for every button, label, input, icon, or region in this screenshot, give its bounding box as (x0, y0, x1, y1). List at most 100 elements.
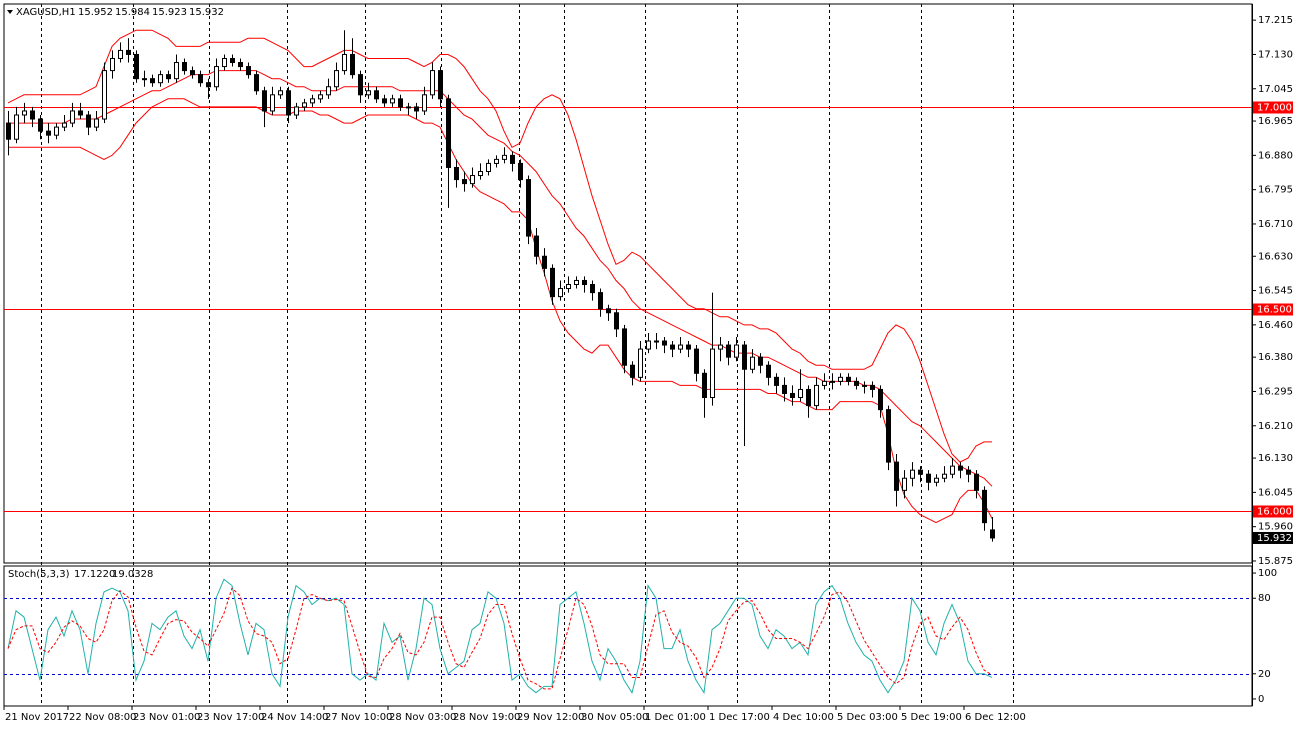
x-tick-label: 22 Nov 08:00 (69, 712, 136, 723)
candle-body (198, 74, 203, 84)
candle-body (238, 62, 243, 68)
candle-body (14, 114, 19, 140)
candle-body (414, 106, 419, 112)
candle-body (838, 376, 843, 382)
candle-body (534, 235, 539, 257)
candle-body (902, 477, 907, 491)
candle-body (246, 66, 251, 76)
candle-body (694, 348, 699, 374)
candle-body (630, 364, 635, 378)
candle-body (550, 267, 555, 298)
y-tick-label: 20 (1258, 669, 1271, 680)
stoch-line (7, 587, 993, 690)
last-price-box (1253, 531, 1293, 544)
x-tick-label: 23 Nov 01:00 (133, 712, 200, 723)
candle-body (742, 344, 747, 370)
candle-body (350, 53, 355, 76)
candle-body (118, 49, 123, 59)
candle-body (958, 465, 963, 471)
bollinger-lower (8, 98, 993, 524)
candle-body (30, 110, 35, 120)
candle-body (230, 57, 235, 64)
candle-body (726, 344, 731, 358)
bollinger-middle (8, 70, 993, 487)
y-tick-label: 16.295 (1258, 386, 1293, 397)
x-tick-label: 21 Nov 2017 (5, 712, 69, 723)
candle-body (758, 356, 763, 366)
y-tick-label: 16.630 (1258, 251, 1293, 262)
candle-body (286, 90, 291, 116)
candle-body (486, 162, 491, 172)
candle-body (366, 90, 371, 96)
level-label: 17.000 (1257, 103, 1292, 114)
candle-body (214, 66, 219, 88)
y-tick-label: 17.045 (1258, 84, 1293, 95)
candle-body (582, 279, 587, 286)
candle-body (382, 98, 387, 104)
level-label-box (1253, 303, 1293, 316)
candle-body (806, 388, 811, 407)
candle-body (358, 74, 363, 96)
level-label: 16.500 (1257, 305, 1292, 316)
candle-body (446, 98, 451, 168)
candle-body (974, 473, 979, 491)
candle-body (438, 70, 443, 100)
candle-body (254, 74, 259, 92)
candle-body (262, 90, 267, 112)
candle-body (102, 70, 107, 120)
stoch-main-readout: 17.1220 (74, 569, 115, 580)
candle-body (110, 57, 115, 72)
candle-body (862, 384, 867, 387)
candle-body (566, 284, 571, 290)
x-tick-label: 4 Dec 10:00 (773, 712, 834, 723)
candle-body (678, 344, 683, 350)
symbol-label: XAGUSD,H1 (16, 7, 76, 18)
x-tick-label: 1 Dec 17:00 (709, 712, 770, 723)
candle-body (462, 179, 467, 185)
candle-body (918, 469, 923, 475)
x-tick-label: 6 Dec 12:00 (965, 712, 1026, 723)
y-tick-label: 16.380 (1258, 352, 1293, 363)
menu-triangle[interactable] (7, 10, 13, 14)
candle-body (798, 388, 803, 399)
candle-body (966, 469, 971, 475)
candle-body (190, 70, 195, 76)
candle-body (494, 158, 499, 164)
candle-body (510, 154, 515, 164)
candle-body (222, 57, 227, 68)
candle-body (270, 94, 275, 112)
candle-body (86, 114, 91, 128)
x-tick-label: 23 Nov 17:00 (197, 712, 264, 723)
candle-body (942, 473, 947, 479)
candle-body (686, 344, 691, 350)
candle-body (390, 98, 395, 104)
candle-body (790, 392, 795, 399)
candle-body (94, 118, 99, 128)
y-tick-label: 17.130 (1258, 49, 1293, 60)
candle-body (302, 102, 307, 108)
candle-body (38, 118, 43, 132)
x-tick-label: 27 Nov 10:00 (325, 712, 392, 723)
candle-body (710, 348, 715, 399)
candle-body (734, 344, 739, 358)
candle-body (326, 86, 331, 96)
candle-body (142, 78, 147, 81)
candle-body (814, 384, 819, 407)
candle-body (294, 106, 299, 116)
candle-body (526, 179, 531, 237)
candle-body (278, 90, 283, 96)
level-label: 16.000 (1257, 507, 1292, 518)
y-tick-label: 16.130 (1258, 453, 1293, 464)
candle-body (606, 308, 611, 314)
candle-body (398, 98, 403, 108)
level-label-box (1253, 101, 1293, 114)
y-tick-label: 16.045 (1258, 487, 1293, 498)
candle-body (454, 166, 459, 181)
candle-body (638, 348, 643, 378)
candle-body (934, 477, 939, 483)
candle-body (78, 110, 83, 116)
y-tick-label: 15.875 (1258, 556, 1293, 567)
stoch-title: Stoch(5,3,3) (8, 569, 70, 580)
x-tick-label: 30 Nov 05:00 (581, 712, 648, 723)
